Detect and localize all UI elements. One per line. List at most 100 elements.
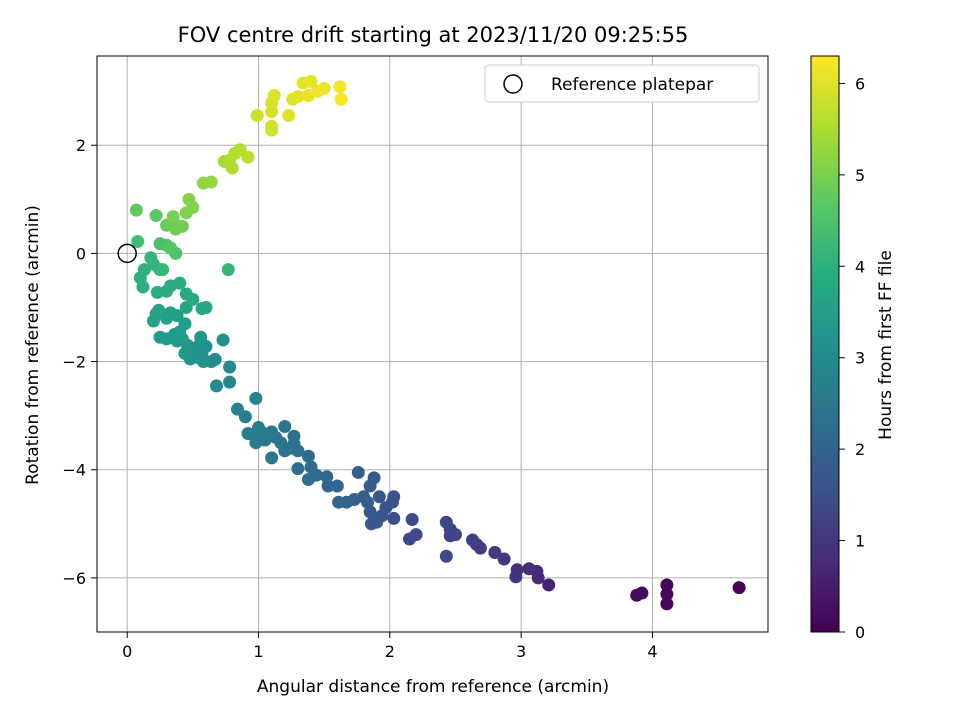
data-points xyxy=(129,74,746,611)
data-point xyxy=(152,303,166,317)
data-point xyxy=(333,80,347,94)
data-point xyxy=(144,251,158,265)
colorbar-tick-label: 5 xyxy=(855,166,865,185)
data-point xyxy=(223,375,237,389)
y-tick-label: 0 xyxy=(76,244,86,263)
data-point xyxy=(301,449,315,463)
data-point xyxy=(363,505,377,519)
data-point xyxy=(291,462,305,476)
data-point xyxy=(150,285,164,299)
data-point xyxy=(231,402,245,416)
colorbar: 0 1 2 3 4 5 6 Hours from first FF file xyxy=(810,55,896,642)
x-tick-label: 2 xyxy=(385,642,395,661)
colorbar-tick-label: 3 xyxy=(855,349,865,368)
colorbar-tick-label: 4 xyxy=(855,257,865,276)
colorbar-tick-label: 0 xyxy=(855,623,865,642)
legend-marker-icon xyxy=(503,74,523,94)
data-point xyxy=(160,311,174,325)
colorbar-tick-label: 1 xyxy=(855,532,865,551)
data-point xyxy=(291,90,305,104)
legend-box xyxy=(484,64,760,103)
data-point xyxy=(194,330,208,344)
data-point xyxy=(387,511,401,525)
data-point xyxy=(209,379,223,393)
colorbar-tick-label: 2 xyxy=(855,440,865,459)
data-point xyxy=(660,587,674,601)
x-tick-label: 1 xyxy=(253,642,263,661)
data-point xyxy=(178,317,192,331)
data-point xyxy=(334,92,348,106)
data-point xyxy=(732,581,746,595)
data-point xyxy=(332,495,346,509)
data-point xyxy=(249,391,263,405)
y-tick-label: 2 xyxy=(76,136,86,155)
data-point xyxy=(149,209,163,223)
data-point xyxy=(304,74,318,88)
y-tick-label: −6 xyxy=(62,569,86,588)
data-point xyxy=(405,513,419,527)
data-point xyxy=(660,597,674,611)
colorbar-label: Hours from first FF file xyxy=(876,250,896,440)
data-point xyxy=(156,263,170,277)
data-point xyxy=(178,346,192,360)
colorbar-tick-label: 6 xyxy=(855,74,865,93)
plot-area: 0 1 2 3 4 −6 −4 −2 0 2 xyxy=(62,55,769,661)
data-point xyxy=(216,333,230,347)
data-point xyxy=(225,161,239,175)
data-point xyxy=(351,465,365,479)
data-point xyxy=(282,108,296,122)
data-point xyxy=(364,517,378,531)
data-point xyxy=(317,81,331,95)
plot-frame xyxy=(96,55,769,633)
data-point xyxy=(265,451,279,465)
y-axis-label: Rotation from reference (arcmin) xyxy=(23,205,43,485)
y-tick-label: −4 xyxy=(62,461,86,480)
x-axis-label: Angular distance from reference (arcmin) xyxy=(257,677,609,697)
data-point xyxy=(509,570,523,584)
axis-ticks: 0 1 2 3 4 −6 −4 −2 0 2 xyxy=(62,136,657,661)
data-point xyxy=(320,470,334,484)
data-point xyxy=(146,314,160,328)
data-point xyxy=(204,175,218,189)
data-point xyxy=(179,287,193,301)
data-point xyxy=(542,578,556,592)
y-tick-label: −2 xyxy=(62,353,86,372)
legend: Reference platepar xyxy=(484,64,760,103)
data-point xyxy=(250,108,264,122)
data-point xyxy=(443,522,457,536)
data-point xyxy=(221,263,235,277)
data-point xyxy=(304,460,318,474)
data-point xyxy=(469,537,483,551)
colorbar-ticks: 0 1 2 3 4 5 6 xyxy=(839,74,865,642)
data-point xyxy=(497,552,511,566)
data-point xyxy=(223,360,237,374)
data-point xyxy=(265,123,279,137)
data-point xyxy=(241,427,255,441)
x-tick-label: 0 xyxy=(122,642,132,661)
legend-label: Reference platepar xyxy=(551,75,713,95)
x-tick-label: 4 xyxy=(647,642,657,661)
data-point xyxy=(166,210,180,224)
data-point xyxy=(278,419,292,433)
data-point xyxy=(363,479,377,493)
data-point xyxy=(164,241,178,255)
colorbar-gradient xyxy=(810,55,840,633)
data-point xyxy=(287,429,301,443)
data-point xyxy=(439,549,453,563)
data-point xyxy=(630,588,644,602)
data-point xyxy=(660,578,674,592)
data-point xyxy=(372,490,386,504)
data-point xyxy=(488,545,502,559)
x-tick-label: 3 xyxy=(516,642,526,661)
data-point xyxy=(522,562,536,576)
data-point xyxy=(182,192,196,206)
reference-platepar-marker xyxy=(117,243,137,264)
data-point xyxy=(175,219,189,233)
data-point xyxy=(153,330,167,344)
data-point xyxy=(403,532,417,546)
data-point xyxy=(241,150,255,164)
data-point xyxy=(129,203,143,217)
data-point xyxy=(330,479,344,493)
